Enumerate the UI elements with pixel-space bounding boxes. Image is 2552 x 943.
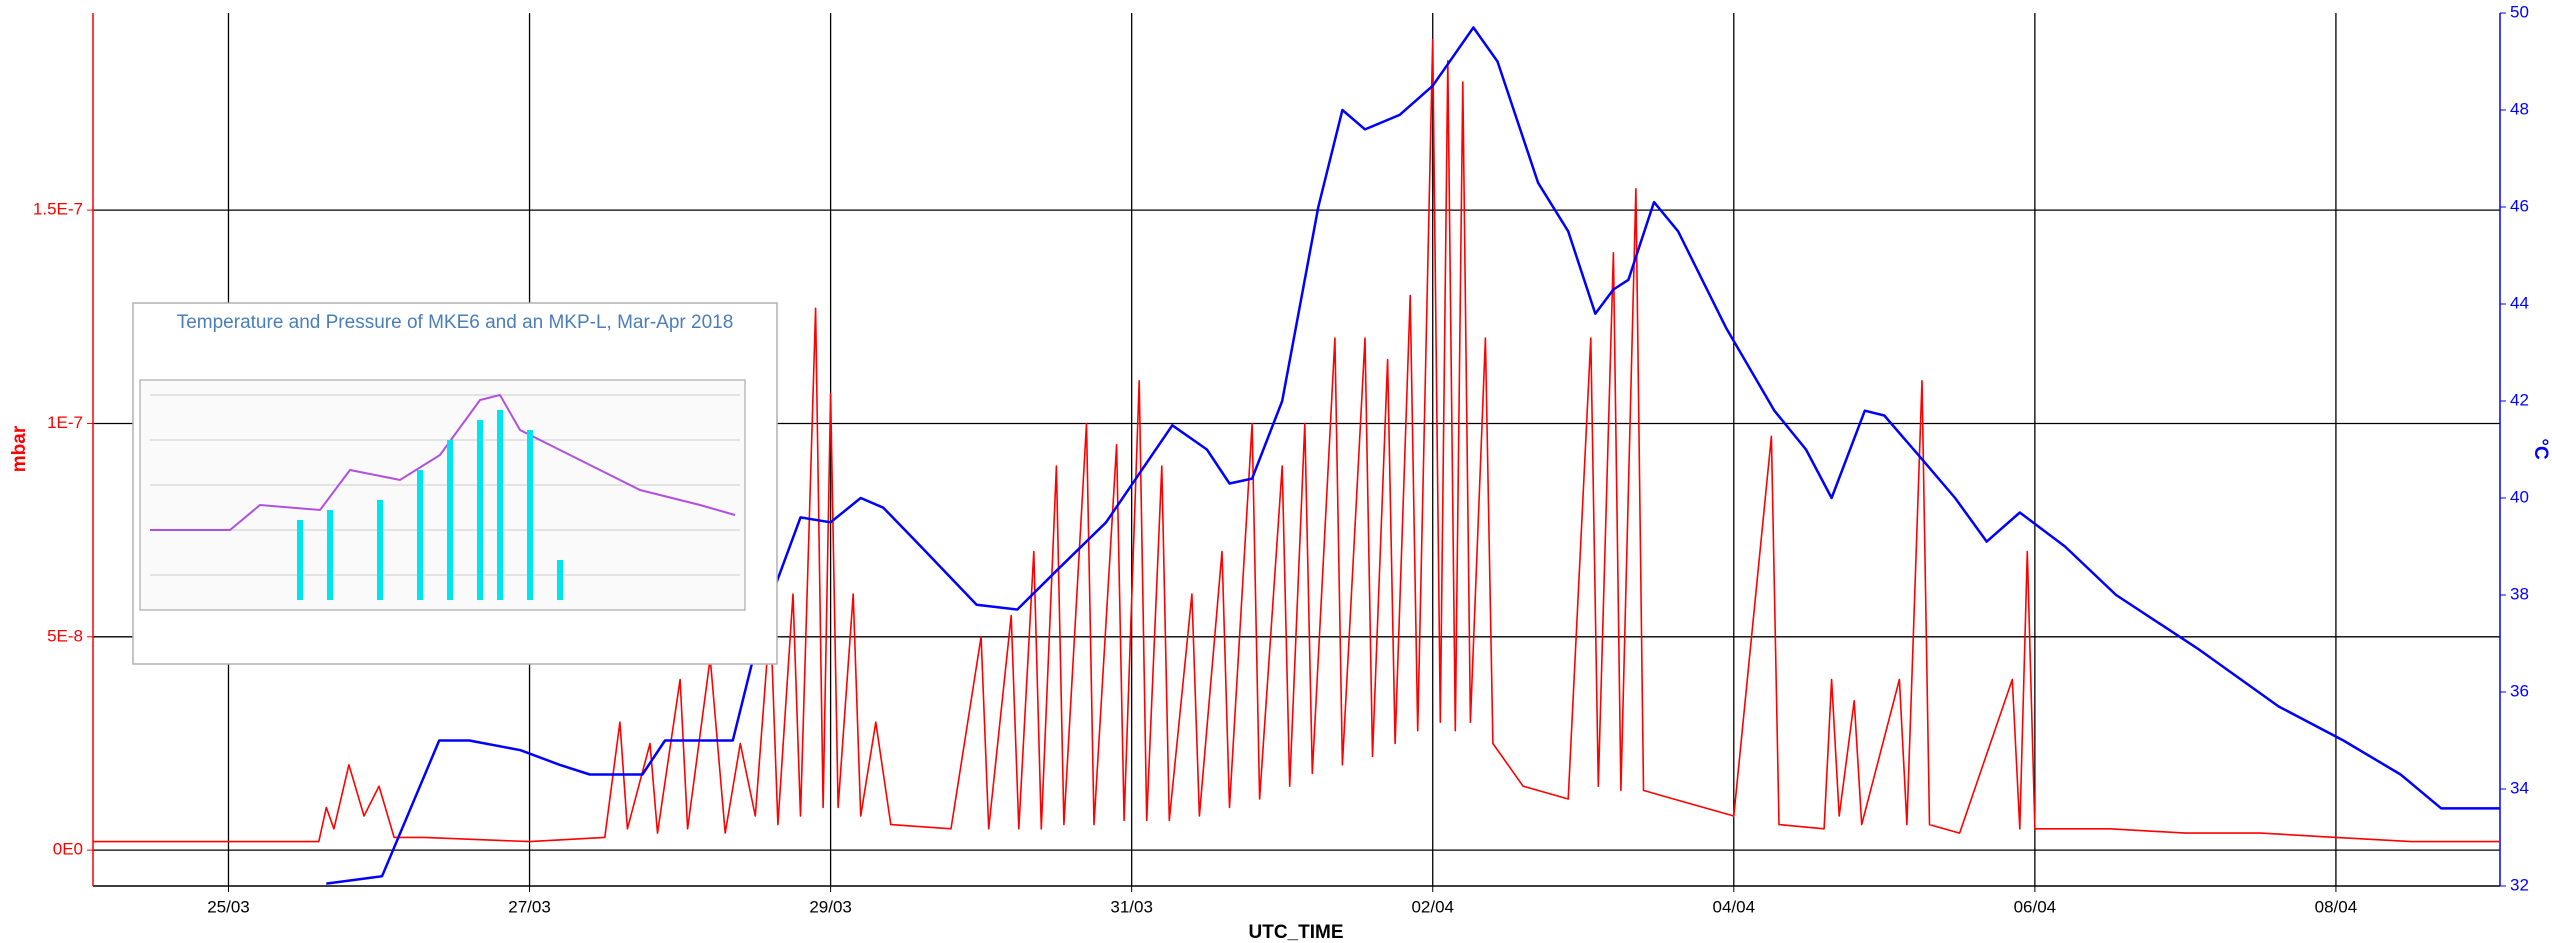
x-tick-label: 04/04 — [1713, 897, 1756, 916]
y2-tick-label: 46 — [2510, 196, 2529, 215]
x-tick-label: 02/04 — [1411, 897, 1454, 916]
x-axis-label: UTC_TIME — [1249, 922, 1344, 943]
page: UTC_TIME mbar °C 25/03 27/03 29/03 31/03 02/… — [0, 0, 2552, 943]
y2-tick-label: 42 — [2510, 390, 2529, 409]
y-axis-label: mbar — [9, 425, 30, 472]
y2-tick-label: 48 — [2510, 99, 2529, 118]
x-tick-label: 06/04 — [2014, 897, 2057, 916]
x-tick-label: 08/04 — [2315, 897, 2358, 916]
x-tick-label: 29/03 — [809, 897, 852, 916]
y2-tick-label: 38 — [2510, 584, 2529, 603]
y-tick-label: 1E-7 — [47, 413, 83, 432]
y2-tick-label: 32 — [2510, 875, 2529, 894]
chart: UTC_TIME mbar °C 25/03 27/03 29/03 31/03 02/… — [0, 0, 2552, 943]
y2-tick-label: 34 — [2510, 778, 2529, 797]
y2-tick-label: 40 — [2510, 487, 2529, 506]
x-tick-label: 25/03 — [207, 897, 250, 916]
x-tick-label: 27/03 — [508, 897, 551, 916]
y-tick-label: 0E0 — [53, 840, 83, 859]
y2-tick-label: 44 — [2510, 293, 2529, 312]
y2-tick-label: 50 — [2510, 2, 2529, 21]
inset-slide: Temperature and Pressure of MKE6 and an … — [133, 303, 777, 664]
y-tick-label: 1.5E-7 — [33, 200, 83, 219]
y-tick-label: 5E-8 — [47, 626, 83, 645]
inset-title: Temperature and Pressure of MKE6 and an … — [177, 312, 734, 333]
y2-tick-label: 36 — [2510, 681, 2529, 700]
x-tick-label: 31/03 — [1110, 897, 1153, 916]
y2-axis-label: °C — [2530, 438, 2551, 460]
